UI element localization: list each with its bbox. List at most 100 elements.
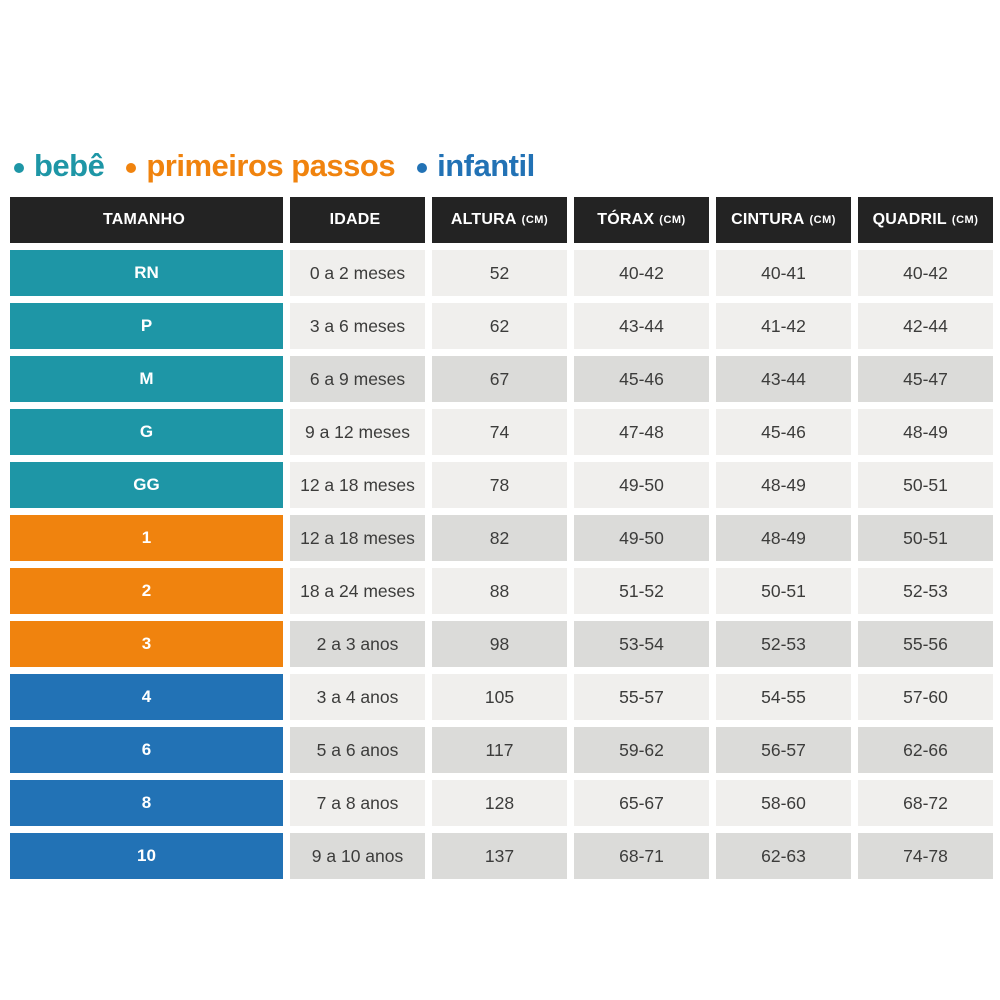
size-cell: P xyxy=(10,303,283,349)
hip-cell: 68-72 xyxy=(858,780,993,826)
hip-value: 42-44 xyxy=(903,315,948,336)
waist-value: 58-60 xyxy=(761,792,806,813)
hip-cell: 50-51 xyxy=(858,515,993,561)
height-value: 62 xyxy=(489,315,510,336)
height-cell: 82 xyxy=(432,515,567,561)
chest-value: 55-57 xyxy=(619,686,664,707)
height-value: 137 xyxy=(484,845,515,866)
age-cell: 6 a 9 meses xyxy=(290,356,425,402)
bullet-icon xyxy=(126,162,137,173)
waist-cell: 62-63 xyxy=(716,833,851,879)
size-cell: G xyxy=(10,409,283,455)
waist-value: 48-49 xyxy=(761,474,806,495)
legend-item-infantil: infantil xyxy=(417,148,535,184)
waist-value: 48-49 xyxy=(761,527,806,548)
waist-value: 45-46 xyxy=(761,421,806,442)
size-cell: 3 xyxy=(10,621,283,667)
age-value: 18 a 24 meses xyxy=(300,580,415,601)
hip-value: 50-51 xyxy=(903,527,948,548)
chest-cell: 40-42 xyxy=(574,250,709,296)
hip-value: 40-42 xyxy=(903,262,948,283)
waist-cell: 56-57 xyxy=(716,727,851,773)
chest-value: 43-44 xyxy=(619,315,664,336)
chest-value: 53-54 xyxy=(619,633,664,654)
chest-value: 49-50 xyxy=(619,474,664,495)
age-cell: 2 a 3 anos xyxy=(290,621,425,667)
bullet-icon xyxy=(417,162,428,173)
height-value: 128 xyxy=(484,792,515,813)
chest-value: 68-71 xyxy=(619,845,664,866)
size-label: 2 xyxy=(141,581,152,600)
legend-label: bebê xyxy=(34,148,105,183)
size-cell: 6 xyxy=(10,727,283,773)
height-value: 52 xyxy=(489,262,510,283)
hip-cell: 40-42 xyxy=(858,250,993,296)
height-cell: 78 xyxy=(432,462,567,508)
height-cell: 62 xyxy=(432,303,567,349)
size-cell: RN xyxy=(10,250,283,296)
waist-value: 52-53 xyxy=(761,633,806,654)
chest-value: 47-48 xyxy=(619,421,664,442)
age-value: 6 a 9 meses xyxy=(309,368,406,389)
hip-cell: 45-47 xyxy=(858,356,993,402)
size-label: G xyxy=(139,422,154,441)
legend-item-bebe: bebê xyxy=(14,148,105,184)
size-label: 8 xyxy=(141,793,152,812)
waist-cell: 54-55 xyxy=(716,674,851,720)
chest-value: 59-62 xyxy=(619,739,664,760)
hip-value: 45-47 xyxy=(903,368,948,389)
waist-value: 50-51 xyxy=(761,580,806,601)
waist-value: 54-55 xyxy=(761,686,806,707)
size-cell: 1 xyxy=(10,515,283,561)
chest-value: 45-46 xyxy=(619,368,664,389)
chest-value: 49-50 xyxy=(619,527,664,548)
column-header-unit: (CM) xyxy=(521,214,549,226)
waist-cell: 50-51 xyxy=(716,568,851,614)
waist-cell: 41-42 xyxy=(716,303,851,349)
size-label: RN xyxy=(134,263,159,282)
hip-value: 52-53 xyxy=(903,580,948,601)
height-cell: 98 xyxy=(432,621,567,667)
waist-value: 56-57 xyxy=(761,739,806,760)
waist-cell: 40-41 xyxy=(716,250,851,296)
age-cell: 18 a 24 meses xyxy=(290,568,425,614)
height-value: 98 xyxy=(489,633,510,654)
height-value: 82 xyxy=(489,527,510,548)
hip-value: 57-60 xyxy=(903,686,948,707)
age-cell: 9 a 12 meses xyxy=(290,409,425,455)
height-value: 117 xyxy=(485,739,514,760)
waist-value: 41-42 xyxy=(761,315,806,336)
column-header-tamanho: TAMANHO xyxy=(10,197,283,243)
height-value: 74 xyxy=(489,421,510,442)
height-cell: 128 xyxy=(432,780,567,826)
size-label: 1 xyxy=(141,528,152,547)
size-cell: 4 xyxy=(10,674,283,720)
chest-cell: 53-54 xyxy=(574,621,709,667)
hip-cell: 57-60 xyxy=(858,674,993,720)
column-header-torax: TÓRAX (CM) xyxy=(574,197,709,243)
height-value: 78 xyxy=(489,474,510,495)
hip-value: 62-66 xyxy=(903,739,948,760)
height-value: 105 xyxy=(484,686,515,707)
age-value: 0 a 2 meses xyxy=(309,262,406,283)
height-cell: 88 xyxy=(432,568,567,614)
legend-item-primeiros-passos: primeiros passos xyxy=(126,148,396,184)
hip-value: 50-51 xyxy=(903,474,948,495)
column-header-unit: (CM) xyxy=(951,214,979,226)
age-cell: 12 a 18 meses xyxy=(290,462,425,508)
chest-cell: 47-48 xyxy=(574,409,709,455)
height-cell: 137 xyxy=(432,833,567,879)
column-header-unit: (CM) xyxy=(659,214,686,226)
category-legend: bebê primeiros passos infantil xyxy=(14,148,535,184)
hip-cell: 52-53 xyxy=(858,568,993,614)
waist-cell: 43-44 xyxy=(716,356,851,402)
legend-label: infantil xyxy=(437,148,535,183)
chest-cell: 45-46 xyxy=(574,356,709,402)
chest-value: 40-42 xyxy=(619,262,664,283)
chest-cell: 49-50 xyxy=(574,515,709,561)
size-cell: 8 xyxy=(10,780,283,826)
age-cell: 9 a 10 anos xyxy=(290,833,425,879)
age-cell: 3 a 4 anos xyxy=(290,674,425,720)
size-label: 4 xyxy=(141,687,152,706)
size-label: GG xyxy=(133,475,160,494)
